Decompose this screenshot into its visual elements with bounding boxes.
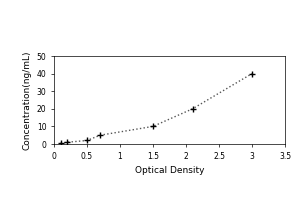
X-axis label: Optical Density: Optical Density (135, 166, 204, 175)
Y-axis label: Concentration(ng/mL): Concentration(ng/mL) (22, 50, 31, 150)
